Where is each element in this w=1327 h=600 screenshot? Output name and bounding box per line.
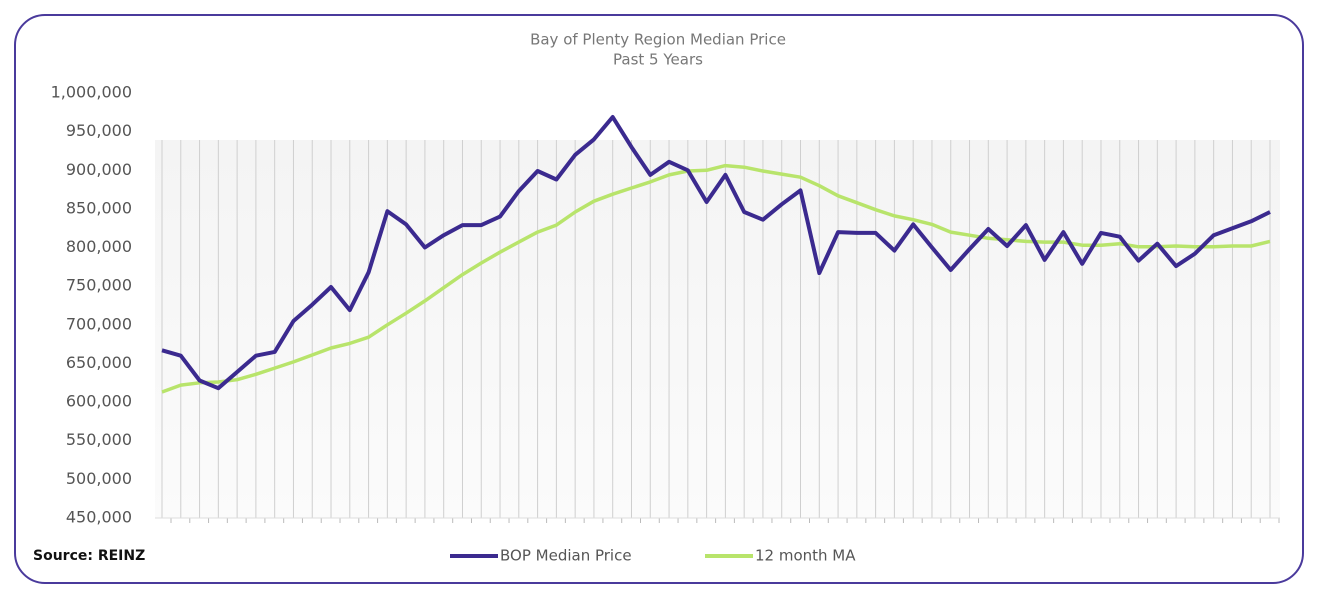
- y-tick-label: 700,000: [66, 314, 132, 333]
- y-tick-label: 750,000: [66, 276, 132, 295]
- legend-label: 12 month MA: [755, 547, 856, 565]
- y-tick-label: 500,000: [66, 469, 132, 488]
- source-note: Source: REINZ: [33, 548, 145, 564]
- y-tick-label: 950,000: [66, 121, 132, 140]
- y-tick-label: 1,000,000: [51, 83, 132, 102]
- y-tick-label: 850,000: [66, 198, 132, 217]
- plot-area: [155, 140, 1280, 518]
- y-tick-label: 450,000: [66, 508, 132, 527]
- series-line: [161, 115, 1271, 391]
- y-tick-label: 550,000: [66, 430, 132, 449]
- chart-subtitle: Past 5 Years: [613, 51, 703, 69]
- y-tick-label: 650,000: [66, 353, 132, 372]
- legend-label: BOP Median Price: [500, 547, 632, 565]
- y-tick-label: 900,000: [66, 160, 132, 179]
- y-tick-label: 800,000: [66, 237, 132, 256]
- y-tick-label: 600,000: [66, 392, 132, 411]
- series-line: [161, 163, 1271, 394]
- chart-title: Bay of Plenty Region Median Price: [530, 31, 786, 49]
